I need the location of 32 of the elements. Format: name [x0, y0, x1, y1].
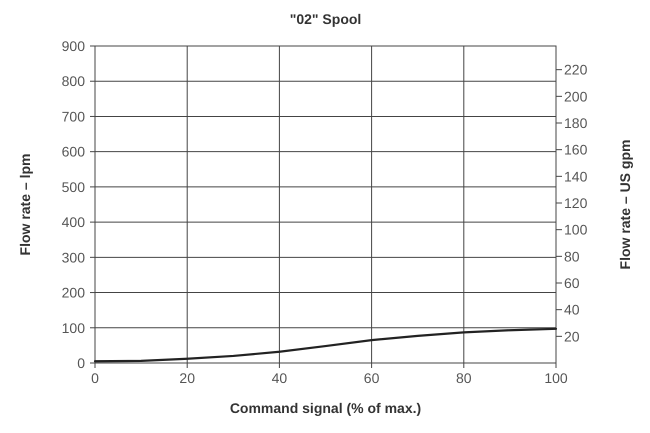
y-tick-label: 500: [62, 178, 86, 195]
y-tick-label: 800: [62, 73, 86, 90]
y-tick-label: 100: [62, 320, 86, 336]
y-tick-label: 700: [62, 108, 86, 124]
y-tick-label: 0: [77, 355, 86, 371]
y2-tick-label: 220: [564, 62, 588, 78]
x-tick-label: 60: [364, 370, 380, 386]
x-tick-label: 40: [272, 370, 288, 386]
y2-tick-label: 80: [564, 248, 580, 264]
y2-tick-label: 180: [564, 115, 588, 131]
y-tick-label: 600: [62, 144, 86, 160]
y-tick-label: 900: [62, 38, 86, 54]
x-tick-label: 100: [544, 370, 568, 386]
y-axis-title: Flow rate – lpm: [17, 154, 33, 256]
y2-tick-label: 140: [564, 168, 588, 184]
y2-tick-label: 160: [564, 142, 588, 158]
y2-tick-label: 100: [564, 222, 588, 238]
x-tick-label: 80: [456, 370, 472, 386]
y2-tick-label: 200: [564, 88, 588, 104]
y-tick-label: 400: [62, 214, 86, 230]
x-axis-title: Command signal (% of max.): [230, 400, 422, 416]
x-tick-label: 20: [179, 370, 196, 386]
y2-tick-label: 20: [564, 328, 580, 344]
line-series: [94, 328, 558, 362]
y2-tick-label: 120: [564, 195, 588, 211]
chart-title: "02" Spool: [290, 11, 362, 27]
y2-axis-title: Flow rate – US gpm: [617, 140, 633, 270]
x-tick-label: 0: [91, 370, 100, 386]
y2-tick-label: 40: [564, 302, 580, 318]
y2-tick-label: 60: [564, 275, 580, 291]
y-tick-label: 200: [62, 284, 86, 301]
y-tick-label: 300: [62, 249, 86, 266]
